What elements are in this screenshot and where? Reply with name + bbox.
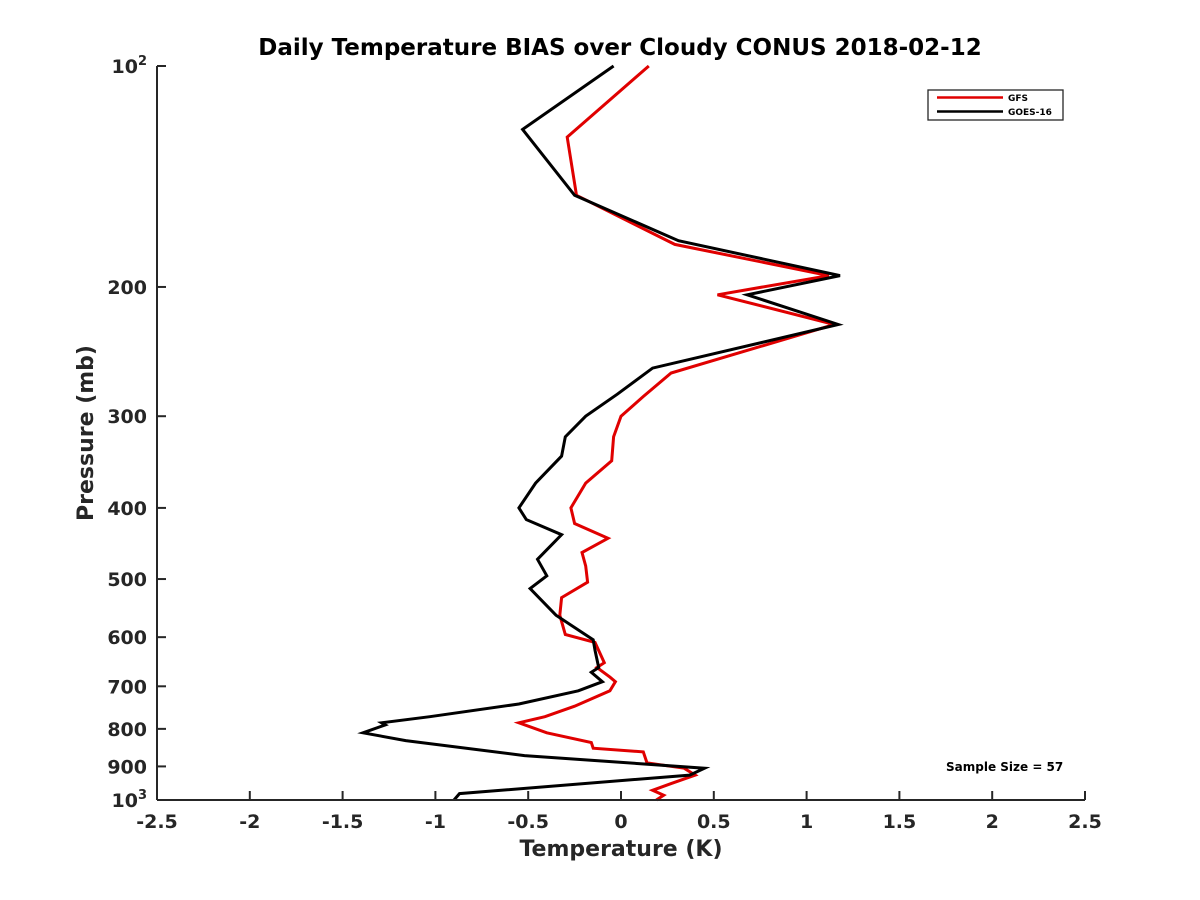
y-tick-label: 300	[107, 406, 147, 428]
x-tick-label: 0	[614, 811, 627, 833]
x-tick-label: -2.5	[136, 811, 178, 833]
x-tick-label: 2.5	[1068, 811, 1102, 833]
y-tick-label: 700	[107, 676, 147, 698]
y-tick-label: 400	[107, 498, 147, 520]
sample-size-annotation: Sample Size = 57	[946, 760, 1063, 774]
x-tick-label: -2	[239, 811, 260, 833]
y-tick-label: 600	[107, 627, 147, 649]
axes	[156, 66, 1085, 801]
x-tick-label: 0.5	[697, 811, 731, 833]
plot-lines	[357, 64, 844, 802]
legend-label-goes16: GOES-16	[1008, 108, 1052, 118]
legend-box	[927, 89, 1064, 121]
y-tick-label: 500	[107, 569, 147, 591]
x-tick-label: -1.5	[322, 811, 364, 833]
y-tick-label: 800	[107, 719, 147, 741]
y-ticks: 102 200 300 400 500 600 700 800 900 103	[107, 54, 166, 812]
series-line-goes16	[357, 64, 844, 801]
y-tick-label: 900	[107, 756, 147, 778]
legend: GFS GOES-16	[927, 89, 1064, 121]
x-tick-label: 2	[986, 811, 999, 833]
x-tick-label: -0.5	[507, 811, 549, 833]
x-ticks: -2.5 -2 -1.5 -1 -0.5 0 0.5 1 1.5 2 2.5	[136, 791, 1102, 833]
y-tick-label: 102	[112, 54, 148, 78]
chart-title: Daily Temperature BIAS over Cloudy CONUS…	[258, 35, 981, 61]
x-tick-label: -1	[425, 811, 446, 833]
x-axis-label: Temperature (K)	[519, 837, 722, 862]
legend-label-gfs: GFS	[1008, 94, 1028, 104]
y-tick-label: 103	[112, 788, 148, 812]
x-tick-label: 1	[800, 811, 813, 833]
series-line-gfs	[513, 64, 841, 802]
x-tick-label: 1.5	[883, 811, 917, 833]
y-axis-label: Pressure (mb)	[74, 345, 99, 521]
y-tick-label: 200	[107, 277, 147, 299]
